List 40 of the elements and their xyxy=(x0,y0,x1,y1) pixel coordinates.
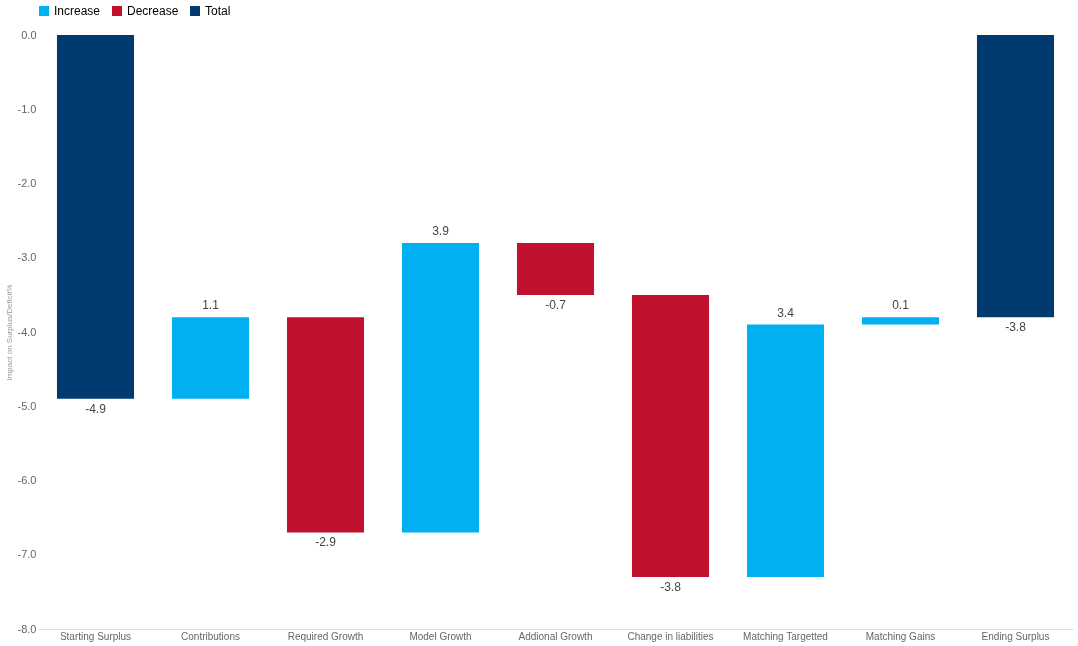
data-label: 0.1 xyxy=(892,298,910,313)
x-tick-label: Addional Growth xyxy=(518,630,593,642)
y-tick-label: -7.0 xyxy=(17,548,37,561)
data-label: 3.4 xyxy=(777,305,795,320)
bar xyxy=(56,35,135,399)
bar xyxy=(171,317,250,399)
data-label: -3.8 xyxy=(1005,320,1027,335)
data-label: -2.9 xyxy=(315,535,337,550)
y-tick-label: -5.0 xyxy=(17,399,37,412)
data-label: -3.8 xyxy=(660,580,682,595)
bar xyxy=(631,294,710,578)
x-tick-label: Matching Targetted xyxy=(743,630,828,642)
x-tick-label: Model Growth xyxy=(409,630,472,642)
bar xyxy=(976,35,1055,318)
y-tick-label: -8.0 xyxy=(17,622,37,635)
x-tick-label: Required Growth xyxy=(287,630,364,642)
bar xyxy=(746,324,825,578)
bar xyxy=(516,242,595,295)
data-label: 3.9 xyxy=(432,223,450,238)
y-tick-label: -2.0 xyxy=(17,177,37,189)
y-tick-label: -3.0 xyxy=(17,251,37,264)
y-tick-label: 0.0 xyxy=(21,28,37,41)
y-tick-label: -1.0 xyxy=(17,102,37,115)
data-label: 1.1 xyxy=(202,298,220,313)
y-axis-title: Impact on Surplus/Deficit% xyxy=(4,284,14,381)
x-tick-label: Contributions xyxy=(181,630,240,642)
y-tick-label: -4.0 xyxy=(17,325,37,338)
legend-label: Decrease xyxy=(127,4,179,18)
bar xyxy=(286,317,365,533)
x-tick-label: Ending Surplus xyxy=(981,630,1050,642)
x-tick-label: Change in liabilities xyxy=(627,630,714,642)
x-tick-label: Starting Surplus xyxy=(59,630,132,642)
bar xyxy=(401,242,480,533)
data-label: -4.9 xyxy=(85,401,107,416)
x-tick-label: Matching Gains xyxy=(865,630,936,642)
data-label: -0.7 xyxy=(545,297,567,312)
bar xyxy=(861,317,940,325)
y-tick-label: -6.0 xyxy=(17,474,37,486)
legend-label: Increase xyxy=(54,4,101,18)
legend-label: Total xyxy=(205,4,231,18)
